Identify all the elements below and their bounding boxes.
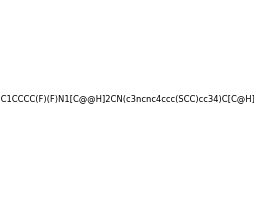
Text: O=C1CCCC(F)(F)N1[C@@H]2CN(c3ncnc4ccc(SCC)cc34)C[C@H]2N: O=C1CCCC(F)(F)N1[C@@H]2CN(c3ncnc4ccc(SCC… xyxy=(0,94,254,104)
